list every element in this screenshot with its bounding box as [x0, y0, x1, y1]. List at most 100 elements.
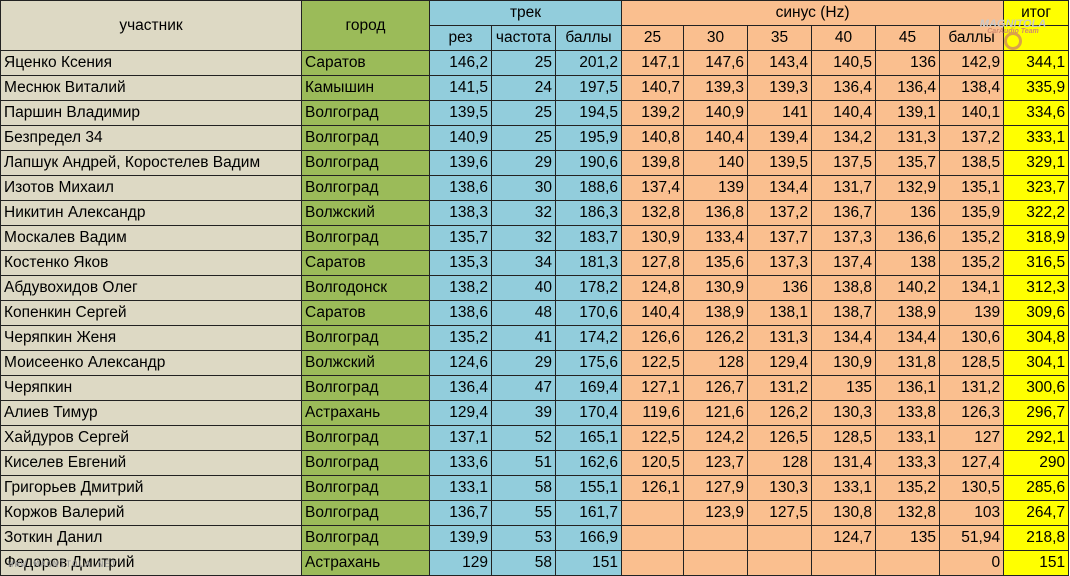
sine-cell: 147,1 [621, 50, 685, 76]
city-cell: Астрахань [301, 400, 430, 426]
sine-cell: 126,7 [683, 375, 749, 401]
sine-cell [621, 500, 685, 526]
city-cell: Саратов [301, 300, 430, 326]
sine-cell: 139,2 [621, 100, 685, 126]
track-cell: 129 [429, 550, 492, 576]
track-cell: 166,9 [554, 525, 623, 551]
sine-cell: 136,8 [683, 200, 749, 226]
sine-cell: 132,8 [621, 200, 685, 226]
sine-cell: 136,6 [875, 225, 941, 251]
participant-cell: Коржов Валерий [0, 500, 302, 526]
sine-cell: 130,5 [939, 475, 1005, 501]
sine-cell: 136 [747, 275, 813, 301]
sine-cell: 127,8 [621, 250, 685, 276]
sine-cell: 147,6 [683, 50, 749, 76]
track-cell: 133,6 [429, 450, 492, 476]
sine-cell: 137,7 [747, 225, 813, 251]
sine-cell: 136,7 [811, 200, 877, 226]
sine-cell: 126,5 [747, 425, 813, 451]
total-cell: 218,8 [1003, 525, 1070, 551]
track-cell: 190,6 [554, 150, 623, 176]
sine-cell: 132,9 [875, 175, 941, 201]
participant-cell: Яценко Ксения [0, 50, 302, 76]
track-cell: 141,5 [429, 75, 492, 101]
sine-cell: 130,6 [939, 325, 1005, 351]
city-cell: Камышин [301, 75, 430, 101]
sine-cell: 128,5 [811, 425, 877, 451]
participant-cell: Паршин Владимир [0, 100, 302, 126]
sine-cell: 134,4 [875, 325, 941, 351]
sine-cell: 134,2 [811, 125, 877, 151]
sine-cell: 131,3 [747, 325, 813, 351]
header-sine-sub: 25 [621, 25, 685, 51]
table-row: Абдувохидов Олег Волгодонск 138,2 40 178,2 12… [0, 275, 1070, 301]
track-cell: 29 [491, 150, 556, 176]
track-cell: 30 [491, 175, 556, 201]
sine-cell: 128,5 [939, 350, 1005, 376]
sine-cell: 133,1 [811, 475, 877, 501]
logo-ring-icon [1004, 32, 1022, 50]
sine-cell: 124,2 [683, 425, 749, 451]
track-cell: 140,9 [429, 125, 492, 151]
sine-cell: 143,4 [747, 50, 813, 76]
table-row: Черяпкин Волгоград 136,4 47 169,4 127,1 126,7 1… [0, 375, 1070, 401]
header-track-sub: частота [491, 25, 556, 51]
sine-cell [683, 525, 749, 551]
sine-cell: 51,94 [939, 525, 1005, 551]
track-cell: 51 [491, 450, 556, 476]
city-cell: Волгоград [301, 125, 430, 151]
city-cell: Астрахань [301, 550, 430, 576]
sine-cell: 137,2 [747, 200, 813, 226]
track-cell: 170,6 [554, 300, 623, 326]
table-row: Изотов Михаил Волгоград 138,6 30 188,6 137,4 1… [0, 175, 1070, 201]
sine-cell: 131,8 [875, 350, 941, 376]
header-sine: синус (Hz) [621, 0, 1005, 26]
sine-cell: 139,3 [747, 75, 813, 101]
sine-cell: 139,5 [747, 150, 813, 176]
table-row: Паршин Владимир Волгоград 139,5 25 194,5 139,… [0, 100, 1070, 126]
header-sine-sub: 35 [747, 25, 813, 51]
header-sine-sub: 30 [683, 25, 749, 51]
table-row: Коржов Валерий Волгоград 136,7 55 161,7 123,9… [0, 500, 1070, 526]
sine-cell: 136,1 [875, 375, 941, 401]
sine-cell: 138,5 [939, 150, 1005, 176]
sine-cell: 128 [747, 450, 813, 476]
sine-cell: 139,3 [683, 75, 749, 101]
participant-cell: Хайдуров Сергей [0, 425, 302, 451]
sine-cell: 103 [939, 500, 1005, 526]
participant-cell: Москалев Вадим [0, 225, 302, 251]
track-cell: 151 [554, 550, 623, 576]
total-cell: 323,7 [1003, 175, 1070, 201]
sine-cell: 135,1 [939, 175, 1005, 201]
track-cell: 53 [491, 525, 556, 551]
city-cell: Волгоград [301, 150, 430, 176]
total-cell: 300,6 [1003, 375, 1070, 401]
track-cell: 178,2 [554, 275, 623, 301]
sine-cell [875, 550, 941, 576]
sine-cell: 134,4 [811, 325, 877, 351]
track-cell: 139,6 [429, 150, 492, 176]
total-cell: 316,5 [1003, 250, 1070, 276]
sine-cell: 135 [875, 525, 941, 551]
track-cell: 146,2 [429, 50, 492, 76]
track-cell: 39 [491, 400, 556, 426]
total-cell: 344,1 [1003, 50, 1070, 76]
track-cell: 135,3 [429, 250, 492, 276]
track-cell: 186,3 [554, 200, 623, 226]
sine-cell: 127 [939, 425, 1005, 451]
sine-cell: 138,1 [747, 300, 813, 326]
sine-cell: 137,2 [939, 125, 1005, 151]
sine-cell: 141 [747, 100, 813, 126]
sine-cell: 142,9 [939, 50, 1005, 76]
total-cell: 312,3 [1003, 275, 1070, 301]
track-cell: 138,6 [429, 300, 492, 326]
track-cell: 197,5 [554, 75, 623, 101]
table-row: Безпредел 34 Волгоград 140,9 25 195,9 140,8 14… [0, 125, 1070, 151]
track-cell: 161,7 [554, 500, 623, 526]
track-cell: 169,4 [554, 375, 623, 401]
sine-cell: 123,9 [683, 500, 749, 526]
city-cell: Волгоград [301, 175, 430, 201]
participant-cell: Григорьев Дмитрий [0, 475, 302, 501]
total-cell: 304,1 [1003, 350, 1070, 376]
track-cell: 25 [491, 100, 556, 126]
